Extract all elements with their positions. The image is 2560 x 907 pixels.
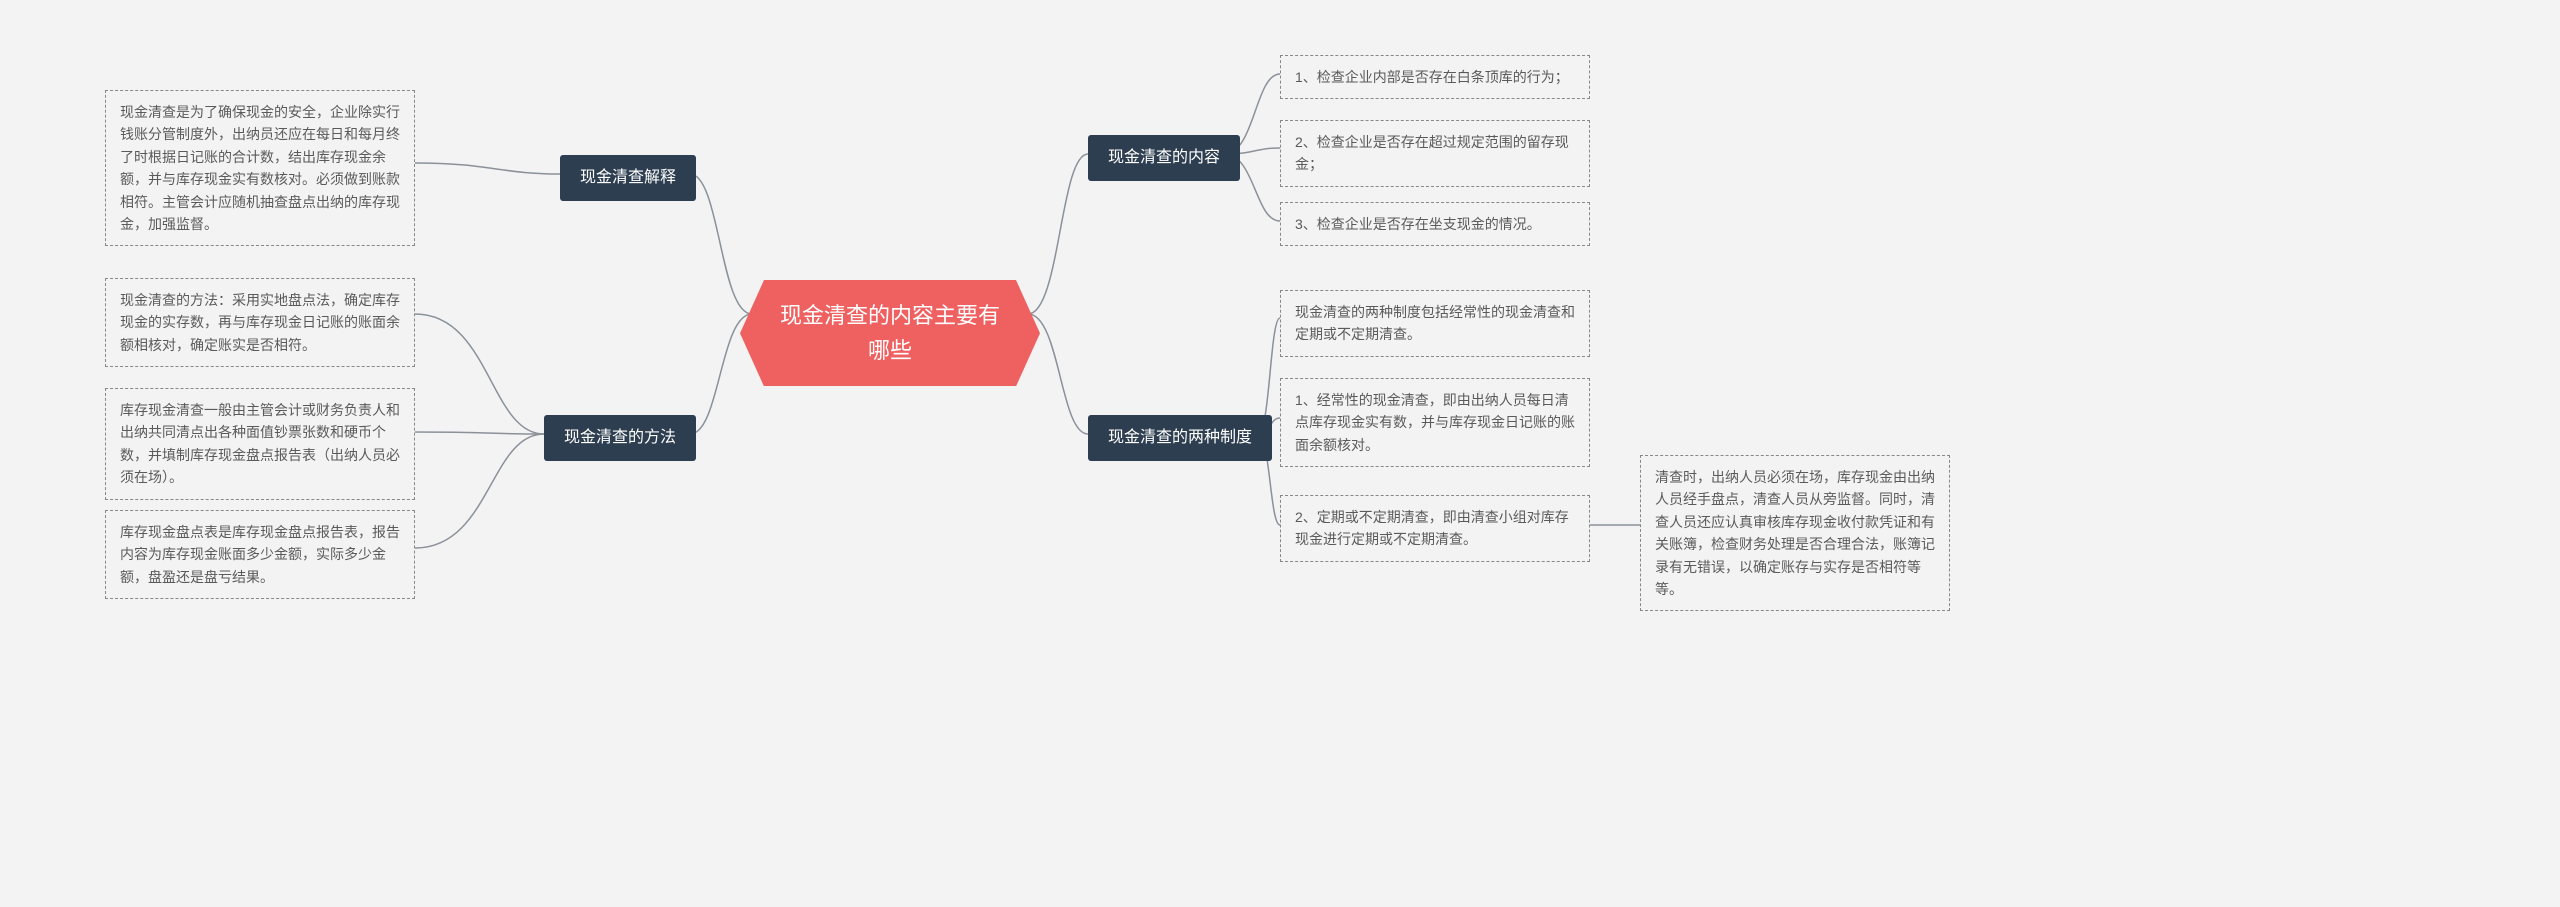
leaf-text: 2、定期或不定期清查，即由清查小组对库存现金进行定期或不定期清查。: [1295, 509, 1569, 547]
branch-label: 现金清查的内容: [1108, 149, 1220, 166]
leaf-text: 现金清查是为了确保现金的安全，企业除实行钱账分管制度外，出纳员还应在每日和每月终…: [120, 104, 400, 232]
leaf-text: 现金清查的两种制度包括经常性的现金清查和定期或不定期清查。: [1295, 304, 1575, 342]
branch-right-1[interactable]: 现金清查的内容: [1088, 135, 1240, 181]
leaf-r2c[interactable]: 2、定期或不定期清查，即由清查小组对库存现金进行定期或不定期清查。: [1280, 495, 1590, 562]
leaf-r1c[interactable]: 3、检查企业是否存在坐支现金的情况。: [1280, 202, 1590, 246]
branch-label: 现金清查的两种制度: [1108, 429, 1252, 446]
branch-right-2[interactable]: 现金清查的两种制度: [1088, 415, 1272, 461]
branch-label: 现金清查的方法: [564, 429, 676, 446]
leaf-r2c-sub[interactable]: 清查时，出纳人员必须在场，库存现金由出纳人员经手盘点，清查人员从旁监督。同时，清…: [1640, 455, 1950, 611]
branch-label: 现金清查解释: [580, 169, 676, 186]
branch-left-1[interactable]: 现金清查解释: [560, 155, 696, 201]
leaf-l1a[interactable]: 现金清查是为了确保现金的安全，企业除实行钱账分管制度外，出纳员还应在每日和每月终…: [105, 90, 415, 246]
leaf-l2a[interactable]: 现金清查的方法：采用实地盘点法，确定库存现金的实存数，再与库存现金日记账的账面余…: [105, 278, 415, 367]
leaf-text: 清查时，出纳人员必须在场，库存现金由出纳人员经手盘点，清查人员从旁监督。同时，清…: [1655, 469, 1935, 597]
leaf-l2b[interactable]: 库存现金清查一般由主管会计或财务负责人和出纳共同清点出各种面值钞票张数和硬币个数…: [105, 388, 415, 500]
leaf-l2c[interactable]: 库存现金盘点表是库存现金盘点报告表，报告内容为库存现金账面多少金额，实际多少金额…: [105, 510, 415, 599]
leaf-r2a[interactable]: 现金清查的两种制度包括经常性的现金清查和定期或不定期清查。: [1280, 290, 1590, 357]
leaf-text: 1、经常性的现金清查，即由出纳人员每日清点库存现金实有数，并与库存现金日记账的账…: [1295, 392, 1575, 453]
leaf-text: 2、检查企业是否存在超过规定范围的留存现金；: [1295, 134, 1569, 172]
leaf-text: 3、检查企业是否存在坐支现金的情况。: [1295, 216, 1541, 232]
central-topic[interactable]: 现金清查的内容主要有哪些: [740, 280, 1040, 386]
leaf-text: 1、检查企业内部是否存在白条顶库的行为；: [1295, 69, 1569, 85]
branch-left-2[interactable]: 现金清查的方法: [544, 415, 696, 461]
central-label: 现金清查的内容主要有哪些: [780, 303, 1000, 363]
leaf-text: 库存现金清查一般由主管会计或财务负责人和出纳共同清点出各种面值钞票张数和硬币个数…: [120, 402, 400, 485]
leaf-r2b[interactable]: 1、经常性的现金清查，即由出纳人员每日清点库存现金实有数，并与库存现金日记账的账…: [1280, 378, 1590, 467]
leaf-text: 现金清查的方法：采用实地盘点法，确定库存现金的实存数，再与库存现金日记账的账面余…: [120, 292, 400, 353]
leaf-r1b[interactable]: 2、检查企业是否存在超过规定范围的留存现金；: [1280, 120, 1590, 187]
leaf-r1a[interactable]: 1、检查企业内部是否存在白条顶库的行为；: [1280, 55, 1590, 99]
leaf-text: 库存现金盘点表是库存现金盘点报告表，报告内容为库存现金账面多少金额，实际多少金额…: [120, 524, 400, 585]
